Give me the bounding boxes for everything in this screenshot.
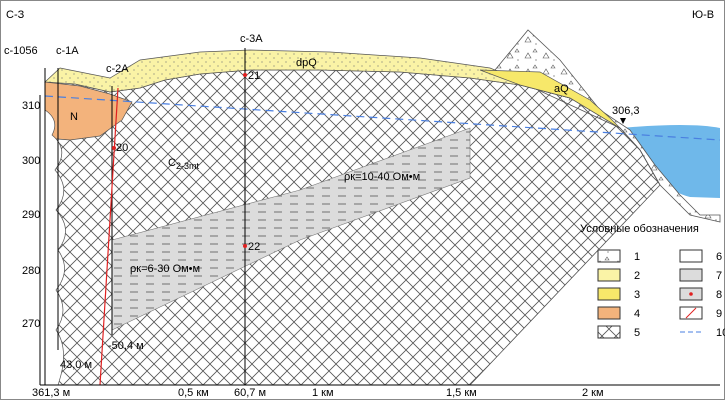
legend-swatch [598, 250, 620, 262]
well-label: с-3А [240, 33, 263, 45]
legend-number: 8 [716, 289, 722, 301]
legend-swatch [598, 288, 620, 300]
legend-swatch [598, 326, 620, 338]
legend-number: 2 [634, 270, 640, 282]
sample-label: 20 [116, 142, 128, 154]
direction-label: Ю-В [692, 9, 714, 21]
distance-label: 60,7 м [234, 387, 266, 399]
layer-label: dpQ [296, 57, 317, 69]
legend-number: 1 [634, 251, 640, 263]
legend-number: 4 [634, 308, 640, 320]
well-depth: 43,0 м [60, 359, 92, 371]
legend-number: 3 [634, 289, 640, 301]
legend-swatch [598, 269, 620, 281]
layer-label: N [70, 111, 78, 123]
direction-label: С-З [6, 9, 25, 21]
elevation-label: 270 [22, 318, 40, 330]
sample-point [243, 73, 247, 77]
distance-label: 2 км [582, 387, 604, 399]
legend-swatch [680, 250, 702, 262]
distance-label: 1,5 км [446, 387, 477, 399]
legend-symbol [689, 292, 693, 296]
layer-sub: 2-3mt [176, 161, 200, 171]
distance-label: 1 км [312, 387, 334, 399]
legend-number: 6 [716, 251, 722, 263]
elevation-label: 290 [22, 209, 40, 221]
elevation-label: 310 [22, 100, 40, 112]
layer-label: aQ [554, 83, 569, 95]
layer-main: C [168, 157, 176, 169]
well-label: с-1056 [4, 45, 38, 57]
legend-number: 7 [716, 270, 722, 282]
sample-label: 22 [248, 241, 260, 253]
sample-label: 21 [248, 70, 260, 82]
well-label: с-1А [56, 45, 79, 57]
legend-title: Условные обозначения [580, 223, 699, 235]
resistivity-label: ρк=6-30 Ом•м [130, 263, 200, 275]
legend-swatch [598, 307, 620, 319]
resistivity-label: ρк=10-40 Ом•м [344, 171, 420, 183]
distance-label: 361,3 м [32, 387, 70, 399]
legend-number: 10 [716, 327, 725, 339]
legend-swatch [680, 269, 702, 281]
elevation-label: 280 [22, 265, 40, 277]
sample-point [243, 244, 247, 248]
well-depth: -50,4 м [108, 340, 144, 352]
well-label: с-2А [106, 63, 129, 75]
legend-number: 5 [634, 327, 640, 339]
legend-number: 9 [716, 308, 722, 320]
cross-section: С-З Ю-В с-1056 с-1А 43,0 м с-2А -50,4 м … [0, 0, 725, 400]
distance-label: 0,5 км [178, 387, 209, 399]
water-level-label: 306,3 [612, 105, 640, 117]
elevation-label: 300 [22, 155, 40, 167]
